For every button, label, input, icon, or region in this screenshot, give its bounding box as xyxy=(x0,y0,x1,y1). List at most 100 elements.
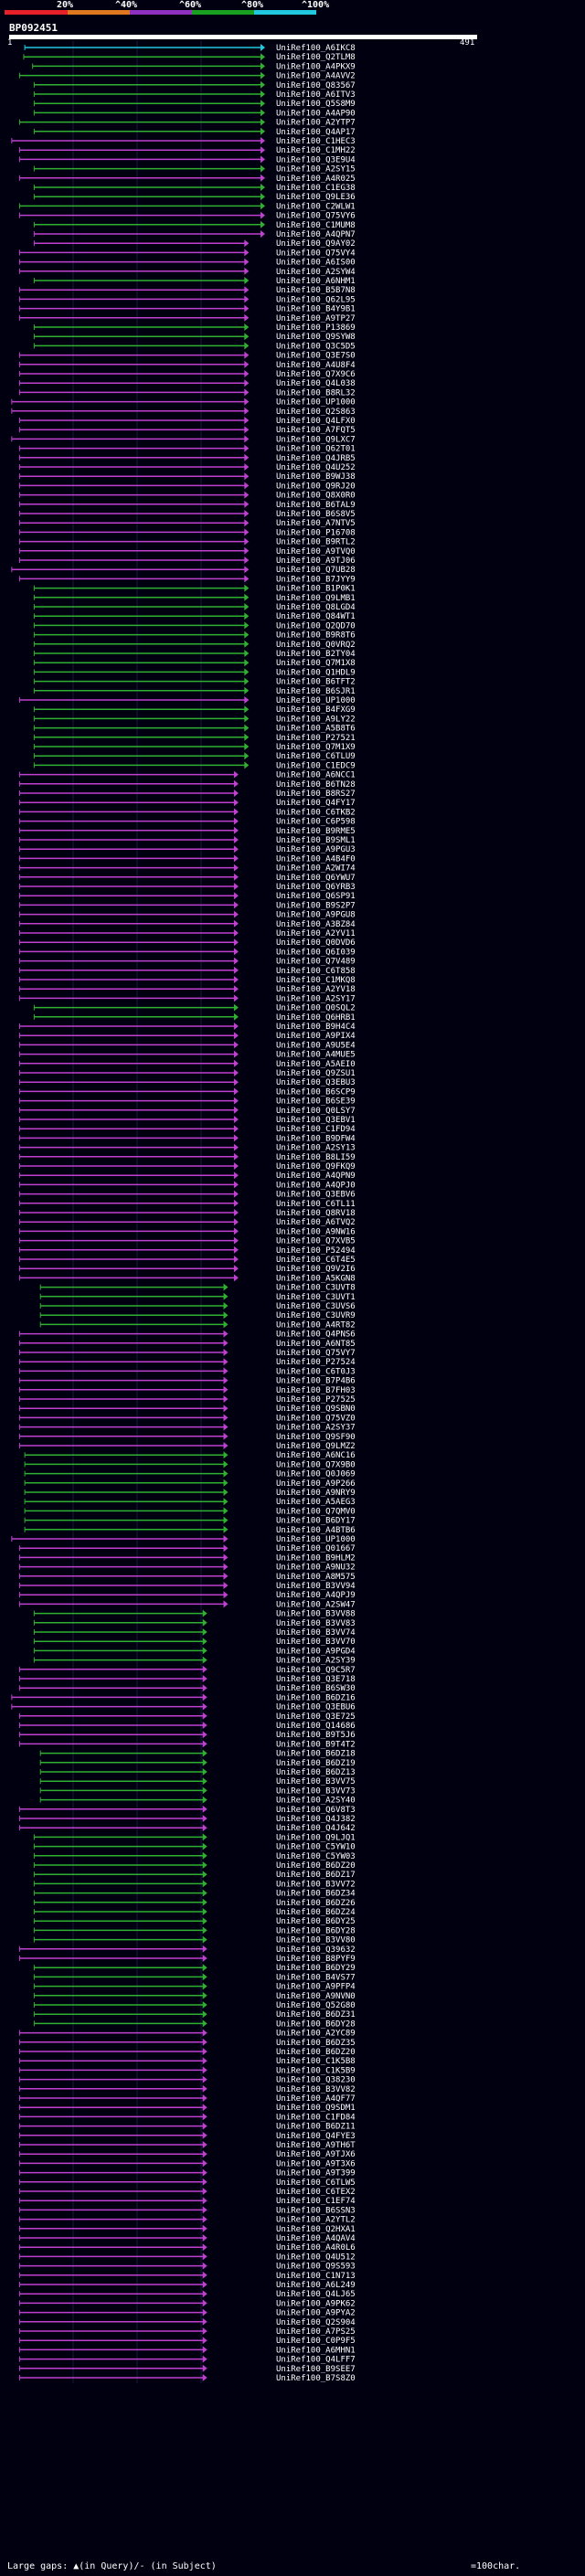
hit-label[interactable]: UniRef100_Q2S863 xyxy=(276,408,356,417)
hit-label[interactable]: UniRef100_Q9SYW8 xyxy=(276,333,356,342)
hit-label[interactable]: UniRef100_Q3EBV6 xyxy=(276,1191,356,1200)
hit-label[interactable]: UniRef100_Q3C5D5 xyxy=(276,342,356,351)
hit-label[interactable]: UniRef100_C1K5B9 xyxy=(276,2066,356,2075)
hit-label[interactable]: UniRef100_C6TL11 xyxy=(276,1200,356,1209)
hit-label[interactable]: UniRef100_B8LI59 xyxy=(276,1153,356,1162)
hit-label[interactable]: UniRef100_Q9SBN0 xyxy=(276,1405,356,1414)
hit-label[interactable]: UniRef100_Q3E725 xyxy=(276,1712,356,1722)
hit-label[interactable]: UniRef100_A9TH6T xyxy=(276,2141,356,2150)
hit-label[interactable]: UniRef100_A9TJ06 xyxy=(276,557,356,566)
hit-label[interactable]: UniRef100_B9SML1 xyxy=(276,836,356,845)
hit-label[interactable]: UniRef100_A4PKX9 xyxy=(276,62,356,71)
hit-label[interactable]: UniRef100_A4AP90 xyxy=(276,109,356,118)
hit-label[interactable]: UniRef100_B6DZ31 xyxy=(276,2010,356,2019)
hit-label[interactable]: UniRef100_B3VV83 xyxy=(276,1619,356,1628)
hit-label[interactable]: UniRef100_B6DZ20 xyxy=(276,1861,356,1871)
hit-label[interactable]: UniRef100_Q2HXA1 xyxy=(276,2225,356,2234)
hit-label[interactable]: UniRef100_C3UVR9 xyxy=(276,1311,356,1320)
hit-label[interactable]: UniRef100_A9U5E4 xyxy=(276,1041,356,1050)
hit-label[interactable]: UniRef100_Q0LSY7 xyxy=(276,1107,356,1116)
hit-label[interactable]: UniRef100_A3BZ84 xyxy=(276,920,356,929)
hit-label[interactable]: UniRef100_B6DZ26 xyxy=(276,1899,356,1908)
hit-label[interactable]: UniRef100_B3VV88 xyxy=(276,1610,356,1619)
hit-label[interactable]: UniRef100_Q6SP91 xyxy=(276,892,356,901)
hit-label[interactable]: UniRef100_A7NTV5 xyxy=(276,519,356,528)
hit-label[interactable]: UniRef100_A4R025 xyxy=(276,175,356,184)
hit-label[interactable]: UniRef100_B6DY28 xyxy=(276,2019,356,2029)
hit-label[interactable]: UniRef100_B9T4T2 xyxy=(276,1740,356,1749)
hit-label[interactable]: UniRef100_B3VV72 xyxy=(276,1880,356,1889)
hit-label[interactable]: UniRef100_B3VV82 xyxy=(276,2085,356,2094)
hit-label[interactable]: UniRef100_A8M575 xyxy=(276,1573,356,1582)
hit-label[interactable]: UniRef100_B6DZ16 xyxy=(276,1693,356,1702)
hit-label[interactable]: UniRef100_A9PYA2 xyxy=(276,2309,356,2318)
hit-label[interactable]: UniRef100_B7FH03 xyxy=(276,1386,356,1395)
hit-label[interactable]: UniRef100_UP1000 xyxy=(276,696,356,705)
hit-label[interactable]: UniRef100_Q7M1X9 xyxy=(276,743,356,752)
hit-label[interactable]: UniRef100_B3VV70 xyxy=(276,1638,356,1647)
hit-label[interactable]: UniRef100_Q8RV18 xyxy=(276,1209,356,1218)
hit-label[interactable]: UniRef100_Q2TLM8 xyxy=(276,53,356,62)
hit-label[interactable]: UniRef100_A6MHN1 xyxy=(276,2346,356,2355)
hit-label[interactable]: UniRef100_Q4U512 xyxy=(276,2253,356,2262)
hit-label[interactable]: UniRef100_B9R8T6 xyxy=(276,631,356,641)
hit-label[interactable]: UniRef100_Q01667 xyxy=(276,1544,356,1553)
hit-label[interactable]: UniRef100_Q3E9U4 xyxy=(276,155,356,164)
hit-label[interactable]: UniRef100_Q9FKQ9 xyxy=(276,1162,356,1171)
hit-label[interactable]: UniRef100_A9TP27 xyxy=(276,314,356,323)
hit-label[interactable]: UniRef100_C5YW03 xyxy=(276,1852,356,1861)
hit-label[interactable]: UniRef100_C3UVS6 xyxy=(276,1302,356,1311)
hit-label[interactable]: UniRef100_A9NU32 xyxy=(276,1564,356,1573)
hit-label[interactable]: UniRef100_A2YTP7 xyxy=(276,119,356,128)
hit-label[interactable]: UniRef100_A2SY37 xyxy=(276,1424,356,1433)
hit-label[interactable]: UniRef100_C6P598 xyxy=(276,818,356,827)
hit-label[interactable]: UniRef100_C1MUM8 xyxy=(276,221,356,230)
hit-label[interactable]: UniRef100_Q4LFX0 xyxy=(276,417,356,426)
hit-label[interactable]: UniRef100_A2YC89 xyxy=(276,2030,356,2039)
hit-label[interactable]: UniRef100_Q9ZSU1 xyxy=(276,1069,356,1078)
hit-label[interactable]: UniRef100_A9PGU3 xyxy=(276,845,356,854)
hit-label[interactable]: UniRef100_Q4JRB5 xyxy=(276,454,356,463)
hit-label[interactable]: UniRef100_Q9S593 xyxy=(276,2263,356,2272)
hit-label[interactable]: UniRef100_Q3EBV1 xyxy=(276,1116,356,1125)
hit-label[interactable]: UniRef100_B6SJR1 xyxy=(276,687,356,696)
hit-label[interactable]: UniRef100_Q83567 xyxy=(276,81,356,90)
hit-label[interactable]: UniRef100_Q7V489 xyxy=(276,958,356,967)
hit-label[interactable]: UniRef100_C5YW10 xyxy=(276,1843,356,1852)
hit-label[interactable]: UniRef100_C6T858 xyxy=(276,967,356,976)
hit-label[interactable]: UniRef100_Q3EBU6 xyxy=(276,1703,356,1712)
hit-label[interactable]: UniRef100_Q9V2I6 xyxy=(276,1265,356,1274)
hit-label[interactable]: UniRef100_Q4FYE3 xyxy=(276,2132,356,2141)
hit-label[interactable]: UniRef100_A9PFP4 xyxy=(276,1983,356,1992)
hit-label[interactable]: UniRef100_A9PGD4 xyxy=(276,1647,356,1656)
hit-label[interactable]: UniRef100_P27525 xyxy=(276,1395,356,1405)
hit-label[interactable]: UniRef100_Q39632 xyxy=(276,1945,356,1955)
hit-label[interactable]: UniRef100_C1FD94 xyxy=(276,1125,356,1134)
hit-label[interactable]: UniRef100_B4FXG9 xyxy=(276,705,356,715)
hit-label[interactable]: UniRef100_Q7UB28 xyxy=(276,566,356,575)
hit-label[interactable]: UniRef100_B6DZ18 xyxy=(276,1750,356,1759)
hit-label[interactable]: UniRef100_B9S2P7 xyxy=(276,901,356,910)
hit-label[interactable]: UniRef100_A2SY40 xyxy=(276,1797,356,1806)
hit-label[interactable]: UniRef100_B6SSN3 xyxy=(276,2206,356,2215)
hit-label[interactable]: UniRef100_A9PK62 xyxy=(276,2299,356,2308)
hit-label[interactable]: UniRef100_B6DZ11 xyxy=(276,2123,356,2132)
hit-label[interactable]: UniRef100_C1EF74 xyxy=(276,2197,356,2206)
hit-label[interactable]: UniRef100_P27524 xyxy=(276,1358,356,1367)
hit-label[interactable]: UniRef100_C1K5B8 xyxy=(276,2057,356,2066)
hit-label[interactable]: UniRef100_C1EG38 xyxy=(276,184,356,193)
hit-label[interactable]: UniRef100_B6SCP9 xyxy=(276,1087,356,1097)
hit-label[interactable]: UniRef100_UP1000 xyxy=(276,1535,356,1544)
hit-label[interactable]: UniRef100_A4QF77 xyxy=(276,2094,356,2104)
hit-label[interactable]: UniRef100_A4QPN9 xyxy=(276,1171,356,1181)
hit-label[interactable]: UniRef100_A6IS00 xyxy=(276,259,356,268)
hit-label[interactable]: UniRef100_B6DZ35 xyxy=(276,2039,356,2048)
hit-label[interactable]: UniRef100_A5AEG3 xyxy=(276,1498,356,1507)
hit-label[interactable]: UniRef100_Q9SF90 xyxy=(276,1433,356,1442)
hit-label[interactable]: UniRef100_B4VS77 xyxy=(276,1973,356,1982)
hit-label[interactable]: UniRef100_B3VV75 xyxy=(276,1777,356,1786)
hit-label[interactable]: UniRef100_Q6I039 xyxy=(276,948,356,957)
hit-label[interactable]: UniRef100_B6DZ20 xyxy=(276,2048,356,2057)
hit-label[interactable]: UniRef100_A4QPN7 xyxy=(276,230,356,239)
hit-label[interactable]: UniRef100_Q0J069 xyxy=(276,1470,356,1479)
